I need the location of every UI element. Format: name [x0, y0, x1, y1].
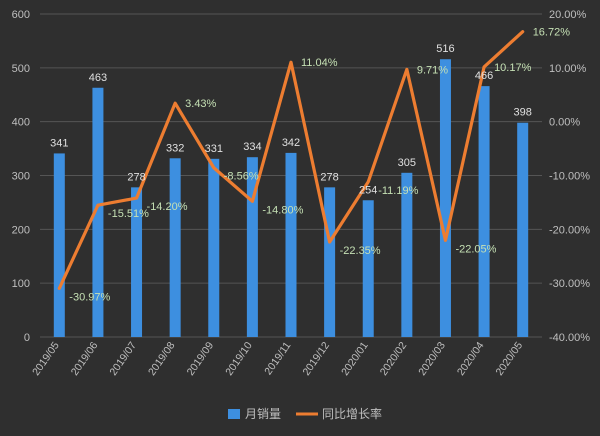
bar-data-label: 278: [127, 171, 145, 183]
line-data-label: -15.51%: [108, 208, 149, 220]
bar-data-label: 398: [514, 107, 532, 119]
bar: [246, 157, 258, 337]
y-right-tick-label: 20.00%: [549, 9, 587, 21]
y-right-tick-label: -40.00%: [549, 332, 590, 344]
bar: [517, 122, 529, 337]
x-tick-label: 2020/05: [494, 340, 526, 378]
bar: [362, 200, 374, 337]
y-right-tick-label: -30.00%: [549, 278, 590, 290]
line-data-label: -8.56%: [224, 171, 259, 183]
growth-line: [57, 30, 525, 290]
bar-data-label: 334: [243, 141, 261, 153]
line-data-label: -11.19%: [378, 185, 418, 197]
line-data-label: 11.04%: [301, 57, 338, 69]
line-data-label: -22.35%: [340, 245, 381, 257]
y-right-tick-label: -10.00%: [549, 171, 590, 183]
y-left-tick-label: 0: [24, 332, 30, 344]
bar-data-label: 254: [359, 184, 377, 196]
bar-data-label: 278: [320, 171, 338, 183]
bar-data-label: 463: [89, 72, 107, 84]
legend-swatch-bar: [228, 409, 240, 419]
y-left-tick-label: 100: [12, 278, 30, 290]
line-data-label: -14.80%: [262, 204, 303, 216]
bar-data-label: 341: [50, 137, 68, 149]
y-right-tick-label: 0.00%: [549, 117, 580, 129]
bar: [92, 87, 104, 337]
y-left-tick-label: 300: [12, 171, 30, 183]
y-left-tick-label: 200: [12, 224, 30, 236]
bar-data-label: 466: [475, 70, 493, 82]
x-tick-label: 2019/09: [185, 340, 217, 378]
y-left-tick-label: 400: [12, 117, 30, 129]
line-data-label: -22.05%: [455, 243, 496, 255]
line-data-label: -30.97%: [69, 291, 110, 303]
x-tick-label: 2020/04: [455, 340, 487, 378]
bar: [208, 158, 220, 337]
line-data-label: 16.72%: [533, 27, 571, 39]
y-right-tick-label: -20.00%: [549, 224, 590, 236]
bar: [169, 158, 181, 337]
bar: [439, 59, 451, 337]
bar: [478, 86, 490, 338]
y-right-tick-label: 10.00%: [549, 63, 587, 75]
line-data-label: 3.43%: [185, 98, 216, 110]
legend-label-bar: 月销量: [245, 407, 281, 421]
bar: [285, 152, 297, 337]
x-tick-label: 2019/08: [146, 340, 178, 378]
line-data-label: 10.17%: [494, 62, 532, 74]
x-tick-label: 2019/10: [223, 340, 255, 378]
bar-data-label: 332: [166, 142, 184, 154]
x-tick-label: 2020/02: [378, 340, 410, 378]
bar: [401, 172, 413, 337]
x-tick-label: 2019/07: [107, 340, 139, 378]
bar-data-label: 516: [436, 43, 454, 55]
bar: [53, 153, 65, 337]
y-left-tick-label: 500: [12, 63, 30, 75]
bar-data-label: 305: [398, 157, 416, 169]
bar-data-label: 342: [282, 137, 300, 149]
line-data-label: 9.71%: [417, 64, 448, 76]
x-tick-label: 2020/03: [416, 340, 448, 378]
legend-label-line: 同比增长率: [322, 406, 382, 421]
y-left-tick-label: 600: [12, 9, 30, 21]
line-data-label: -14.20%: [147, 201, 188, 213]
x-tick-label: 2019/05: [30, 340, 62, 378]
x-tick-label: 2019/06: [69, 340, 101, 378]
x-tick-label: 2020/01: [339, 340, 371, 378]
bar: [131, 187, 143, 337]
bar: [324, 187, 336, 337]
bar-data-label: 331: [205, 143, 223, 155]
x-tick-label: 2019/11: [262, 340, 293, 377]
x-tick-label: 2019/12: [300, 340, 332, 378]
